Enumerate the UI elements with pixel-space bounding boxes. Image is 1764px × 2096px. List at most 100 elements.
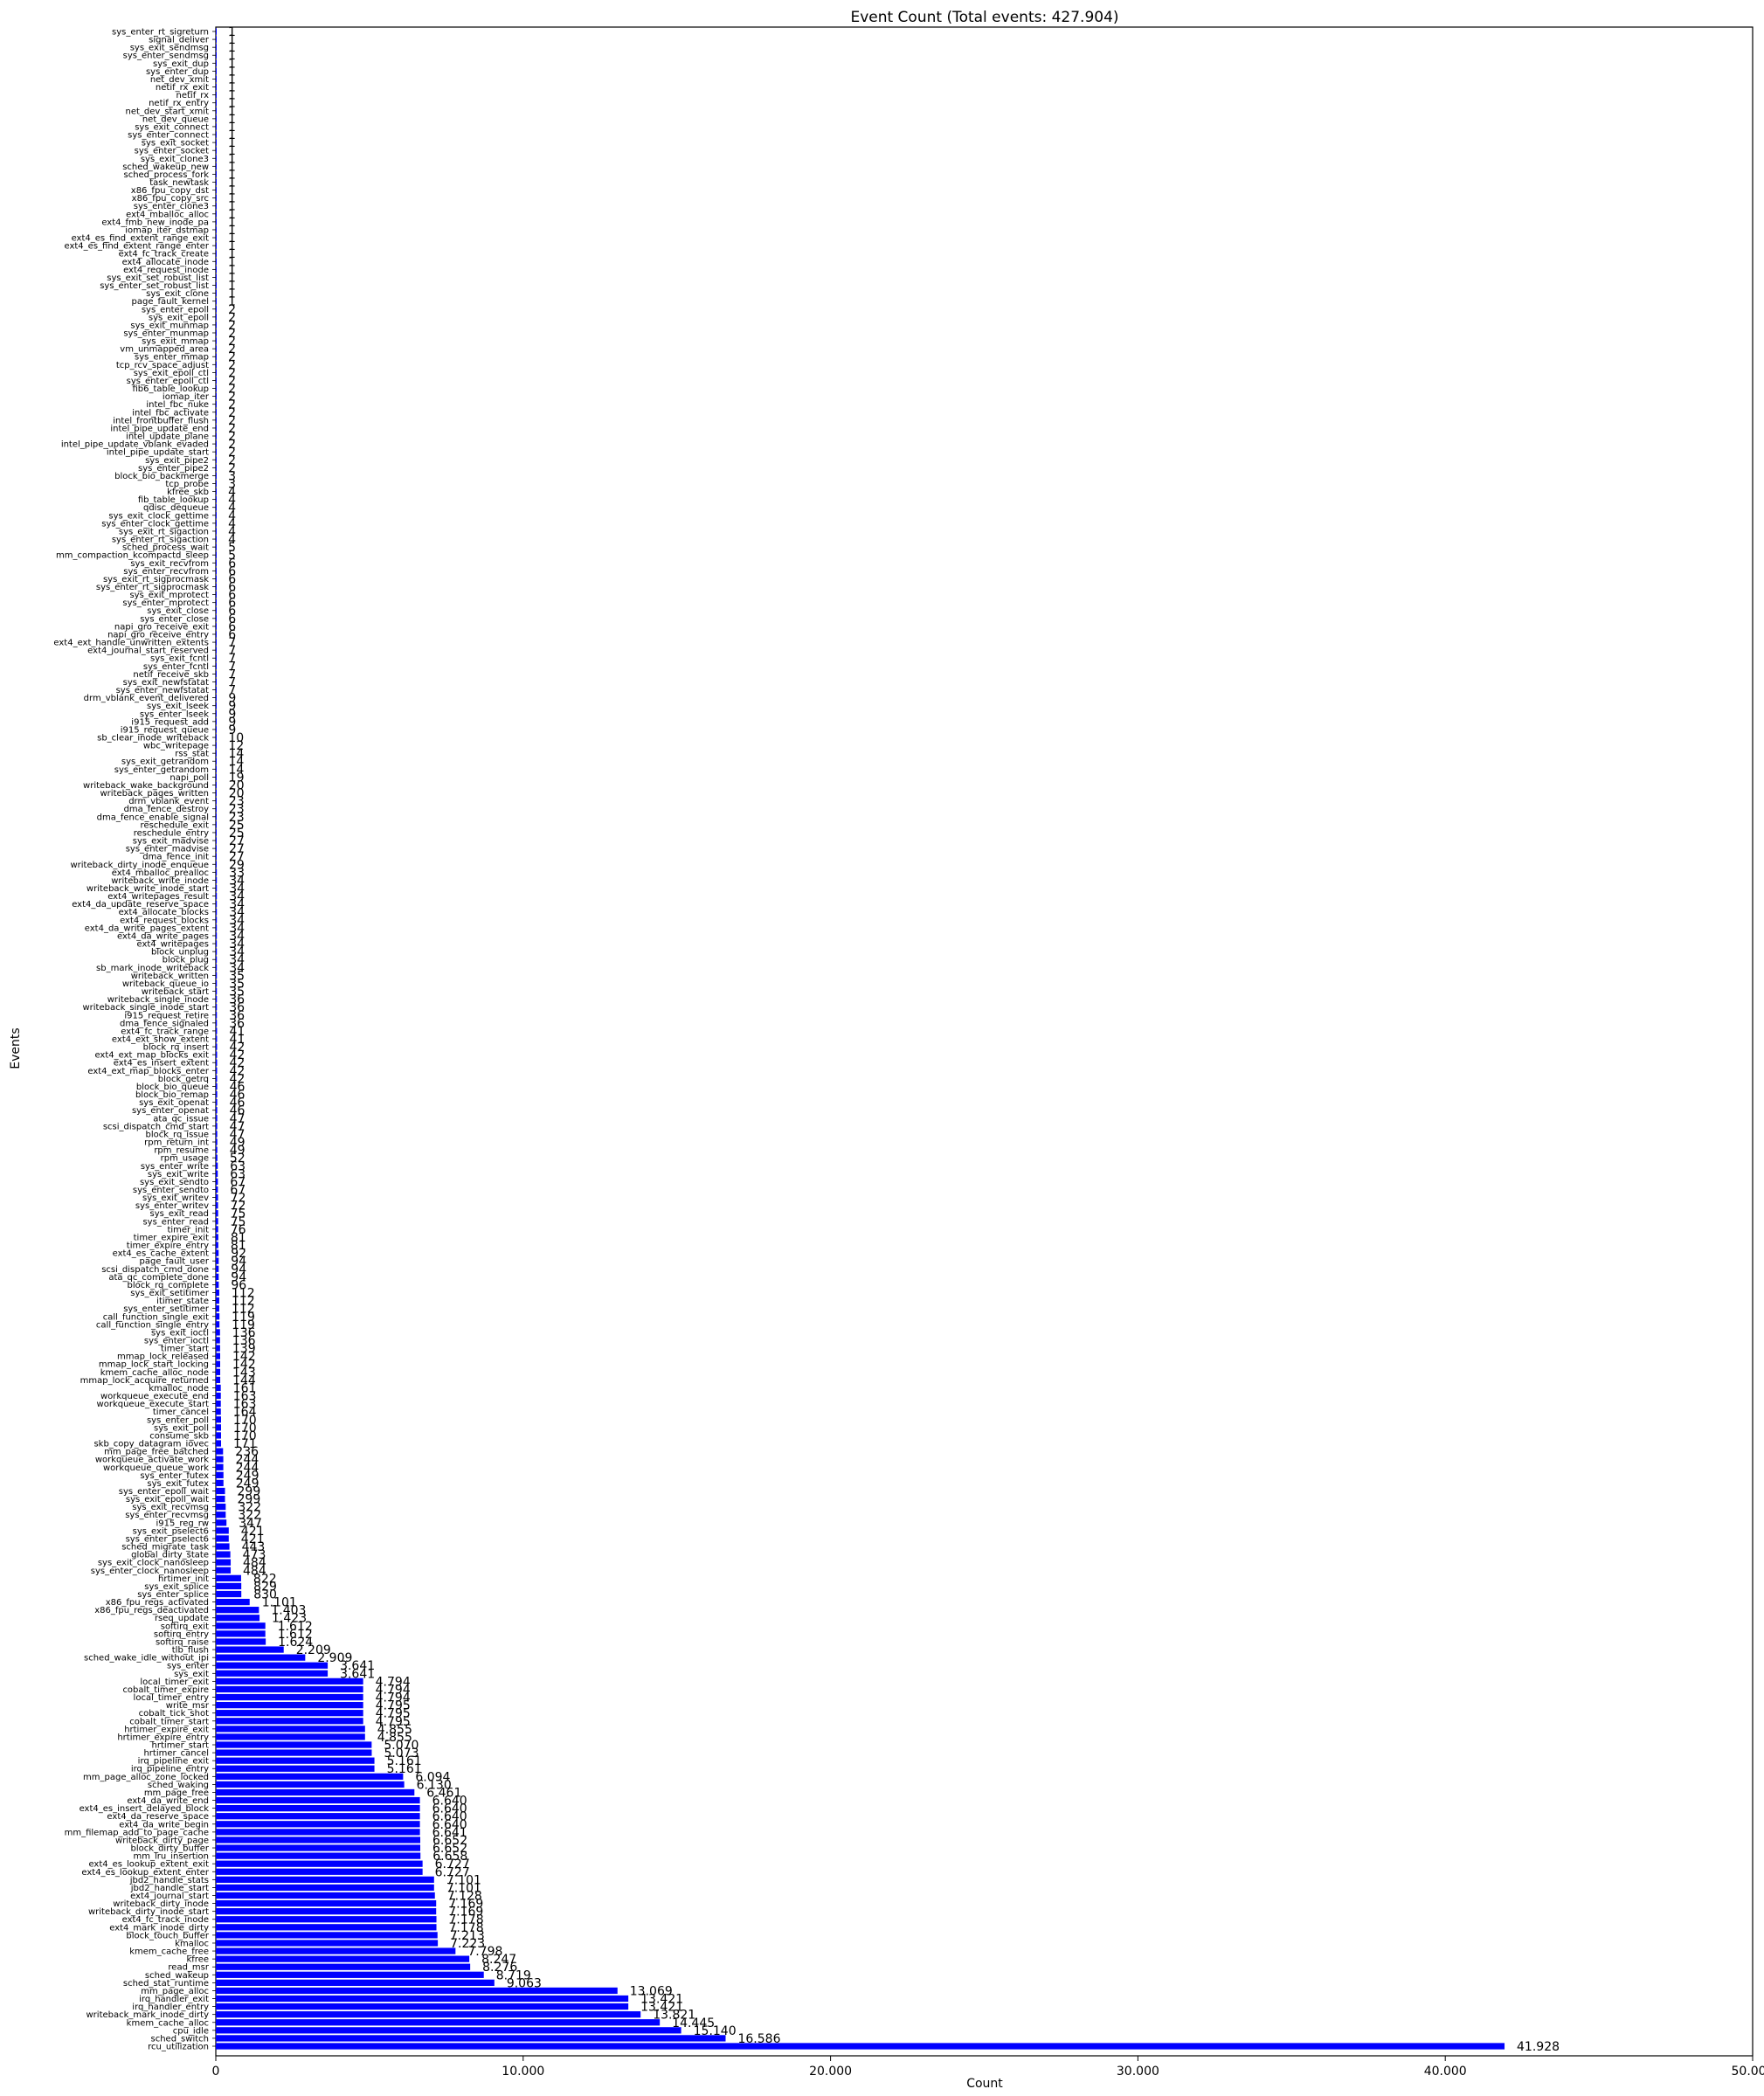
bar-kfree_skb (216, 488, 217, 495)
bar-dma_fence_destroy (216, 806, 217, 812)
bar-sys_exit_epoll (216, 314, 217, 320)
bar-scsi_dispatch_cmd_start (216, 1123, 218, 1129)
category-label: rcu_utilization (148, 2043, 209, 2052)
bar-cobalt_tick_shot (216, 1710, 363, 1716)
bar-sys_exit_mmap (216, 337, 217, 343)
bar-netif_rx_entry (216, 100, 217, 106)
bar-sys_enter_connect (216, 131, 217, 137)
bar-sys_enter_rt_sigprocmask (216, 584, 217, 590)
bar-mm_page_alloc_zone_locked (216, 1774, 403, 1780)
bar-sys_enter_mmap (216, 354, 217, 360)
bar-kmem_cache_alloc (216, 2019, 660, 2025)
bar-ext4_writepages_result (216, 893, 217, 899)
bar-cobalt_timer_expire (216, 1686, 363, 1692)
bar-jbd2_handle_start (216, 1885, 434, 1891)
bar-mm_lru_insertion (216, 1852, 420, 1858)
bar-sys_exit_poll (216, 1424, 221, 1430)
bar-global_dirty_state (216, 1551, 231, 1557)
bar-iomap_iter_dstmap (216, 226, 217, 232)
bar-mm_page_alloc (216, 1988, 618, 1994)
bar-sys_exit_mprotect (216, 591, 217, 598)
bar-ext4_fmb_new_inode_pa (216, 218, 217, 225)
bar-ext4_request_inode (216, 266, 217, 273)
bar-jbd2_handle_stats (216, 1877, 434, 1883)
bar-sys_exit (216, 1671, 328, 1677)
bar-sb_clear_inode_writeback (216, 734, 217, 740)
bar-ext4_ext_handle_unwritten_extents (216, 639, 217, 645)
bar-reschedule_exit (216, 821, 217, 827)
bar-timer_expire_exit (216, 1234, 218, 1240)
bar-softirq_entry (216, 1630, 266, 1636)
bar-sys_enter_recvmsg (216, 1511, 225, 1518)
bar-sys_enter_pselect6 (216, 1535, 229, 1541)
bar-intel_pipe_update_end (216, 425, 217, 431)
bar-sys_exit_connect (216, 123, 217, 129)
bar-sys_exit_rt_sigprocmask (216, 576, 217, 582)
bar-intel_update_plane (216, 432, 217, 439)
bar-sys_enter_futex (216, 1472, 224, 1478)
bar-ext4_mark_inode_dirty (216, 1924, 437, 1930)
bar-sched_wake_idle_without_ipi (216, 1655, 305, 1661)
bar-irq_pipeline_entry (216, 1766, 375, 1772)
bar-ext4_mballoc_alloc (216, 211, 217, 217)
bar-intel_frontbuffer_flush (216, 417, 217, 423)
bar-sys_enter (216, 1663, 328, 1669)
bar-sys_exit_newfstatat (216, 679, 217, 685)
bar-mmap_lock_released (216, 1353, 220, 1359)
bar-consume_skb (216, 1432, 221, 1438)
bar-ext4_request_blocks (216, 917, 217, 923)
bar-ext4_da_update_reserve_space (216, 901, 217, 907)
bar-sys_enter_sendmsg (216, 52, 217, 59)
bar-writeback_queue_io (216, 980, 217, 986)
value-label: 41.928 (1517, 2040, 1560, 2054)
bar-mm_filemap_add_to_page_cache (216, 1829, 420, 1835)
bar-block_rq_complete (216, 1282, 218, 1288)
bar-writeback_written (216, 972, 217, 979)
bar-sys_enter_set_robust_list (216, 282, 217, 288)
bar-napi_poll (216, 774, 217, 780)
bar-mm_page_free_batched (216, 1448, 223, 1454)
bar-timer_expire_entry (216, 1242, 218, 1248)
bar-sys_exit_rt_sigaction (216, 528, 217, 534)
bar-sys_exit_clone3 (216, 156, 217, 162)
bar-sys_exit_writev (216, 1194, 218, 1200)
bar-sched_migrate_task (216, 1543, 230, 1549)
bar-call_function_single_exit (216, 1313, 219, 1319)
bar-writeback_dirty_inode_start (216, 1908, 436, 1914)
bar-i915_request_retire (216, 1012, 217, 1018)
bar-ext4_es_lookup_extent_enter (216, 1869, 423, 1875)
bar-hrtimer_init (216, 1575, 241, 1581)
bar-sys_enter_newfstatat (216, 687, 217, 693)
bar-sys_exit_write (216, 1171, 218, 1177)
bar-sys_enter_clone3 (216, 203, 217, 209)
bar-sys_enter_getrandom (216, 766, 217, 772)
value-label: 9.063 (507, 1976, 542, 1990)
bar-sys_exit_ioctl (216, 1329, 220, 1335)
bar-mm_page_free (216, 1789, 414, 1795)
bar-ext4_es_cache_extent (216, 1249, 218, 1256)
bar-kmalloc_node (216, 1385, 221, 1391)
value-label: 16.586 (737, 2032, 780, 2046)
bar-fib6_table_lookup (216, 385, 217, 391)
bar-sys_enter_setitimer (216, 1305, 219, 1311)
bar-page_fault_kernel (216, 298, 217, 304)
bar-sys_exit_clock_nanosleep (216, 1560, 231, 1566)
bar-i915_reg_rw (216, 1519, 226, 1525)
bar-softirq_exit (216, 1622, 266, 1629)
bar-tcp_probe (216, 481, 217, 487)
bar-scsi_dispatch_cmd_done (216, 1266, 218, 1272)
bar-sys_enter_pipe2 (216, 465, 217, 471)
bar-kmalloc (216, 1940, 438, 1946)
bar-ata_qc_issue (216, 1115, 218, 1121)
bar-timer_init (216, 1226, 218, 1232)
bar-sys_exit_pselect6 (216, 1527, 229, 1533)
bar-kmem_cache_alloc_node (216, 1369, 220, 1375)
bar-sys_exit_munmap (216, 322, 217, 328)
bar-writeback_mark_inode_dirty (216, 2011, 640, 2017)
bar-workqueue_execute_end (216, 1393, 221, 1399)
bar-rpm_resume (216, 1146, 218, 1152)
bar-sys_exit_openat (216, 1099, 218, 1105)
chart-title: Event Count (Total events: 427.904) (850, 9, 1118, 26)
bar-ext4_fc_track_create (216, 251, 217, 257)
